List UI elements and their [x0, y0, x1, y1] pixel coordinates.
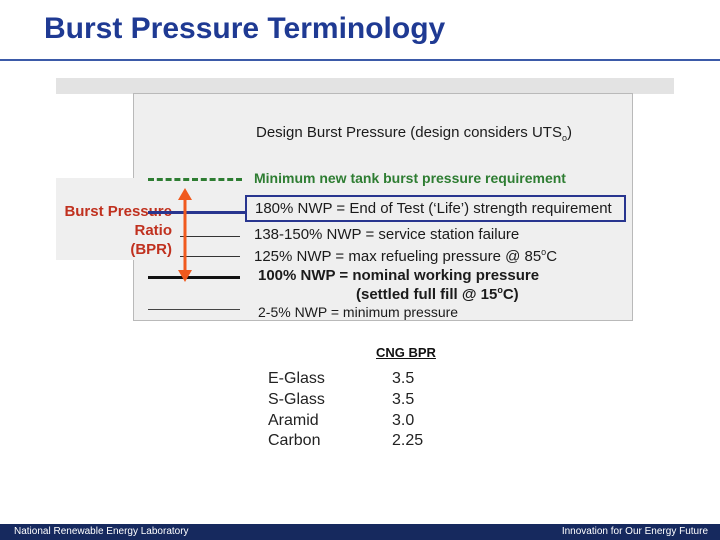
settled-full-fill-label: (settled full fill @ 15oC) — [356, 285, 519, 303]
refueling-pressure-label: 125% NWP = max refueling pressure @ 85oC — [254, 247, 558, 265]
cng-material: S-Glass — [268, 391, 325, 408]
header-band — [56, 78, 674, 94]
minimum-new-tank-label: Minimum new tank burst pressure requirem… — [254, 170, 566, 186]
cng-material: Aramid — [268, 412, 319, 429]
title-underline — [0, 59, 720, 61]
bpr-label-line3: (BPR) — [130, 241, 172, 258]
cng-bpr-value: 3.5 — [392, 391, 415, 408]
bpr-label-line1: Burst Pressure — [64, 203, 172, 220]
nominal-pressure-line — [148, 276, 240, 279]
minimum-pressure-label: 2-5% NWP = minimum pressure — [258, 304, 459, 320]
cng-bpr-value: 3.0 — [392, 412, 415, 429]
footer-bar: National Renewable Energy Laboratory Inn… — [0, 524, 720, 540]
pressure-diagram-panel — [133, 93, 633, 321]
footer-tagline: Innovation for Our Energy Future — [561, 526, 708, 537]
footer-organization: National Renewable Energy Laboratory — [14, 526, 189, 537]
minimum-new-dashed-line — [148, 178, 242, 181]
service-station-line — [180, 236, 240, 237]
service-station-label: 138-150% NWP = service station failure — [254, 226, 520, 243]
design-burst-pressure-label: Design Burst Pressure (design considers … — [256, 124, 572, 143]
cng-material: Carbon — [268, 432, 321, 449]
cng-bpr-value: 3.5 — [392, 370, 415, 387]
end-of-test-line — [148, 211, 245, 214]
bpr-label-line2: Ratio — [134, 222, 173, 239]
minimum-pressure-line — [148, 309, 240, 310]
slide-title: Burst Pressure Terminology — [44, 12, 446, 45]
cng-bpr-value: 2.25 — [392, 432, 424, 449]
cng-bpr-title: CNG BPR — [376, 345, 436, 360]
bpr-double-arrow-icon — [178, 188, 192, 282]
refueling-line — [180, 256, 240, 257]
cng-material: E-Glass — [268, 370, 325, 387]
end-of-test-label: 180% NWP = End of Test (‘Life’) strength… — [245, 195, 626, 222]
bpr-label-background — [56, 178, 184, 260]
bpr-label: Burst Pressure Ratio (BPR) — [56, 202, 172, 259]
nominal-working-pressure-label: 100% NWP = nominal working pressure — [258, 267, 540, 284]
